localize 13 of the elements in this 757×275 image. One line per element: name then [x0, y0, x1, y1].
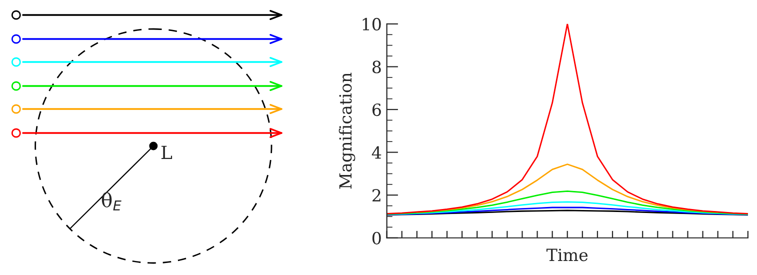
y-tick-label: 4	[372, 146, 382, 159]
y-tick-label: 6	[372, 103, 381, 116]
y-tick-label: 8	[372, 60, 381, 74]
y-tick-label: 10	[362, 18, 381, 30]
line-series	[386, 201, 748, 216]
y-axis-title: Magnification	[338, 72, 356, 189]
line-series	[416, 164, 719, 213]
text: θ$_{E}$	[102, 192, 122, 210]
y-tick-label: 2	[372, 189, 380, 202]
text: L	[161, 146, 172, 159]
y-tick-label: 0	[372, 232, 381, 244]
x-axis-title: Time	[546, 248, 588, 262]
line-series	[386, 24, 748, 214]
